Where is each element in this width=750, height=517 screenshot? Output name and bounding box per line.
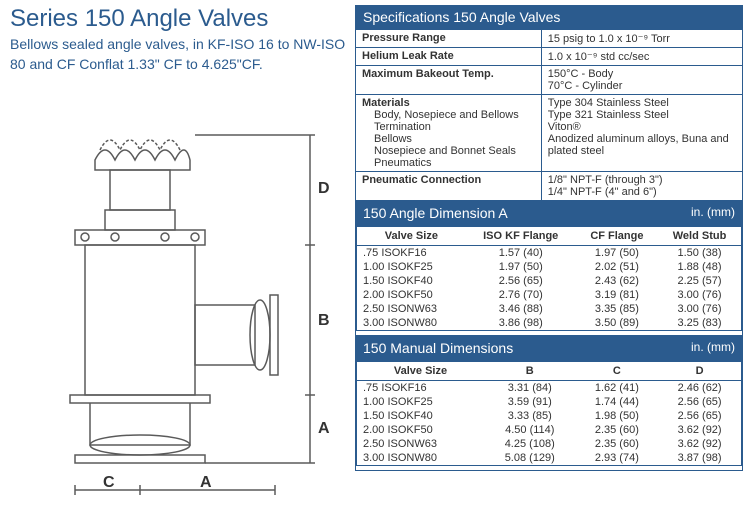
cell: 2.56 (65) (658, 409, 741, 423)
table-row: 1.50 ISOKF403.33 (85)1.98 (50)2.56 (65) (357, 409, 742, 423)
cell: 5.08 (129) (484, 451, 576, 466)
cell: 3.19 (81) (576, 288, 658, 302)
spec-value: 1.0 x 10⁻⁹ std cc/sec (541, 48, 742, 66)
col-header: B (484, 362, 576, 381)
cell: 3.00 (76) (658, 302, 741, 316)
col-header: CF Flange (576, 227, 658, 246)
valve-diagram: D B A C A (15, 115, 345, 505)
col-header: ISO KF Flange (466, 227, 576, 246)
dima-header: 150 Angle Dimension A in. (mm) (355, 201, 743, 225)
cell: .75 ISOKF16 (357, 381, 484, 396)
col-header: Weld Stub (658, 227, 741, 246)
cell: 3.31 (84) (484, 381, 576, 396)
table-row: 1.50 ISOKF402.56 (65)2.43 (62)2.25 (57) (357, 274, 742, 288)
cell: 2.50 ISONW63 (357, 302, 466, 316)
cell: .75 ISOKF16 (357, 246, 466, 261)
cell: 4.50 (114) (484, 423, 576, 437)
cell: 1.50 ISOKF40 (357, 274, 466, 288)
spec-label: Helium Leak Rate (356, 48, 542, 66)
cell: 3.86 (98) (466, 316, 576, 331)
cell: 3.46 (88) (466, 302, 576, 316)
cell: 3.00 (76) (658, 288, 741, 302)
cell: 2.50 ISONW63 (357, 437, 484, 451)
table-row: .75 ISOKF161.57 (40)1.97 (50)1.50 (38) (357, 246, 742, 261)
spec-label: Pressure Range (356, 30, 542, 48)
cell: 1.98 (50) (576, 409, 659, 423)
spec-value: 150°C - Body70°C - Cylinder (541, 66, 742, 95)
cell: 1.57 (40) (466, 246, 576, 261)
spec-value: 1/8" NPT-F (through 3")1/4" NPT-F (4" an… (541, 172, 742, 201)
col-header: Valve Size (357, 362, 484, 381)
cell: 3.87 (98) (658, 451, 741, 466)
cell: 1.97 (50) (466, 260, 576, 274)
page-subtitle: Bellows sealed angle valves, in KF-ISO 1… (10, 35, 350, 74)
table-row: 2.00 ISOKF504.50 (114)2.35 (60)3.62 (92) (357, 423, 742, 437)
cell: 2.00 ISOKF50 (357, 288, 466, 302)
col-header: Valve Size (357, 227, 466, 246)
cell: 2.02 (51) (576, 260, 658, 274)
table-row: 1.00 ISOKF253.59 (91)1.74 (44)2.56 (65) (357, 395, 742, 409)
cell: 2.00 ISOKF50 (357, 423, 484, 437)
cell: 1.88 (48) (658, 260, 741, 274)
col-header: D (658, 362, 741, 381)
table-row: 2.50 ISONW633.46 (88)3.35 (85)3.00 (76) (357, 302, 742, 316)
cell: 1.00 ISOKF25 (357, 260, 466, 274)
cell: 3.62 (92) (658, 423, 741, 437)
table-row: 2.50 ISONW634.25 (108)2.35 (60)3.62 (92) (357, 437, 742, 451)
cell: 4.25 (108) (484, 437, 576, 451)
table-row: 3.00 ISONW805.08 (129)2.93 (74)3.87 (98) (357, 451, 742, 466)
cell: 3.33 (85) (484, 409, 576, 423)
table-row: 1.00 ISOKF251.97 (50)2.02 (51)1.88 (48) (357, 260, 742, 274)
table-row: 3.00 ISONW803.86 (98)3.50 (89)3.25 (83) (357, 316, 742, 331)
dim-a-bottom-label: A (200, 474, 212, 491)
dima-table: Valve SizeISO KF FlangeCF FlangeWeld Stu… (356, 226, 742, 331)
dim-a-side-label: A (318, 420, 330, 437)
cell: 2.25 (57) (658, 274, 741, 288)
cell: 1.74 (44) (576, 395, 659, 409)
dima-units: in. (mm) (691, 205, 735, 221)
cell: 2.46 (62) (658, 381, 741, 396)
cell: 3.35 (85) (576, 302, 658, 316)
dim-b-label: B (318, 312, 330, 329)
cell: 2.35 (60) (576, 437, 659, 451)
manual-table: Valve SizeBCD .75 ISOKF163.31 (84)1.62 (… (356, 361, 742, 466)
manual-units: in. (mm) (691, 340, 735, 356)
table-row: .75 ISOKF163.31 (84)1.62 (41)2.46 (62) (357, 381, 742, 396)
dim-d-label: D (318, 180, 330, 197)
col-header: C (576, 362, 659, 381)
title-block: Series 150 Angle Valves Bellows sealed a… (10, 5, 350, 74)
cell: 2.56 (65) (466, 274, 576, 288)
manual-header: 150 Manual Dimensions in. (mm) (355, 336, 743, 360)
cell: 3.62 (92) (658, 437, 741, 451)
cell: 1.50 ISOKF40 (357, 409, 484, 423)
cell: 1.50 (38) (658, 246, 741, 261)
page-title: Series 150 Angle Valves (10, 5, 350, 33)
cell: 3.25 (83) (658, 316, 741, 331)
spec-label: MaterialsBody, Nosepiece and Bellows Ter… (356, 95, 542, 172)
cell: 1.00 ISOKF25 (357, 395, 484, 409)
cell: 2.43 (62) (576, 274, 658, 288)
cell: 2.56 (65) (658, 395, 741, 409)
spec-label: Maximum Bakeout Temp. (356, 66, 542, 95)
cell: 1.97 (50) (576, 246, 658, 261)
specs-table: Pressure Range15 psig to 1.0 x 10⁻⁹ Torr… (355, 29, 743, 201)
spec-value: Type 304 Stainless SteelType 321 Stainle… (541, 95, 742, 172)
cell: 2.93 (74) (576, 451, 659, 466)
cell: 1.62 (41) (576, 381, 659, 396)
cell: 3.00 ISONW80 (357, 316, 466, 331)
dima-header-text: 150 Angle Dimension A (363, 205, 508, 221)
table-row: 2.00 ISOKF502.76 (70)3.19 (81)3.00 (76) (357, 288, 742, 302)
cell: 3.59 (91) (484, 395, 576, 409)
manual-header-text: 150 Manual Dimensions (363, 340, 513, 356)
cell: 2.35 (60) (576, 423, 659, 437)
specs-header: Specifications 150 Angle Valves (355, 5, 743, 29)
cell: 3.50 (89) (576, 316, 658, 331)
cell: 3.00 ISONW80 (357, 451, 484, 466)
spec-value: 15 psig to 1.0 x 10⁻⁹ Torr (541, 30, 742, 48)
cell: 2.76 (70) (466, 288, 576, 302)
tables-column: Specifications 150 Angle Valves Pressure… (355, 5, 743, 471)
specs-header-text: Specifications 150 Angle Valves (363, 9, 560, 25)
spec-label: Pneumatic Connection (356, 172, 542, 201)
dim-c-label: C (103, 474, 115, 491)
